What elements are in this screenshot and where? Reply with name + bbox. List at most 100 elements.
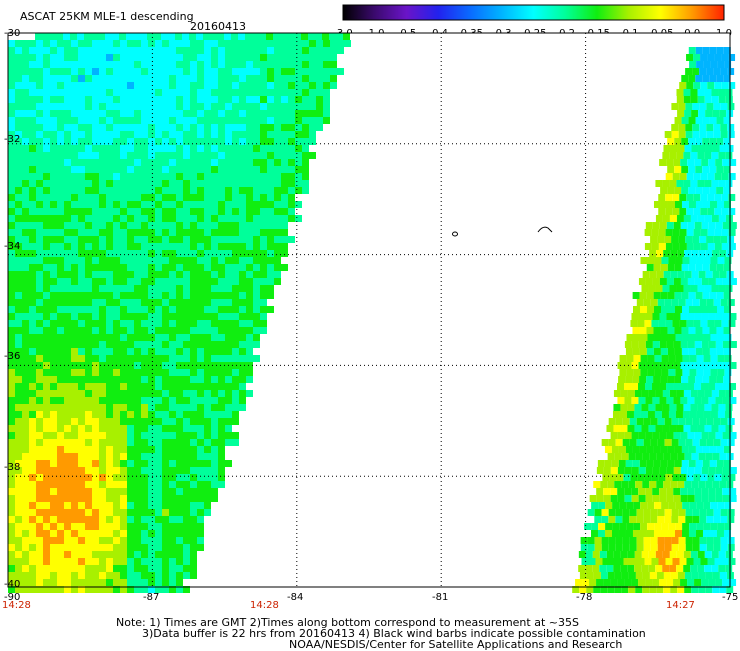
data-cell bbox=[225, 131, 232, 138]
data-cell bbox=[64, 166, 71, 173]
data-cell bbox=[99, 208, 106, 215]
data-cell bbox=[691, 586, 699, 593]
data-cell bbox=[183, 411, 190, 418]
data-cell bbox=[225, 236, 232, 243]
data-cell bbox=[654, 369, 662, 376]
data-cell bbox=[274, 131, 281, 138]
data-cell bbox=[667, 201, 675, 208]
data-cell bbox=[50, 327, 57, 334]
data-cell bbox=[36, 488, 43, 495]
data-cell bbox=[689, 61, 697, 68]
data-cell bbox=[8, 250, 15, 257]
data-cell bbox=[204, 488, 211, 495]
data-cell bbox=[36, 306, 43, 313]
data-cell bbox=[43, 341, 50, 348]
data-cell bbox=[190, 544, 197, 551]
data-cell bbox=[148, 96, 155, 103]
data-cell bbox=[724, 411, 732, 418]
data-cell bbox=[232, 369, 239, 376]
data-cell bbox=[709, 201, 717, 208]
data-cell bbox=[57, 383, 64, 390]
data-cell bbox=[683, 551, 691, 558]
data-cell bbox=[134, 264, 141, 271]
data-cell bbox=[218, 124, 225, 131]
data-cell bbox=[155, 453, 162, 460]
data-cell bbox=[715, 467, 723, 474]
data-cell bbox=[71, 54, 78, 61]
data-cell bbox=[134, 54, 141, 61]
data-cell bbox=[190, 257, 197, 264]
data-cell bbox=[8, 565, 15, 572]
data-cell bbox=[288, 103, 295, 110]
data-cell bbox=[92, 348, 99, 355]
data-cell bbox=[690, 425, 698, 432]
data-cell bbox=[281, 173, 288, 180]
data-cell bbox=[78, 558, 85, 565]
data-cell bbox=[85, 96, 92, 103]
data-cell bbox=[148, 313, 155, 320]
data-cell bbox=[701, 397, 709, 404]
data-cell bbox=[148, 299, 155, 306]
data-cell bbox=[22, 488, 29, 495]
data-cell bbox=[71, 313, 78, 320]
data-cell bbox=[148, 572, 155, 579]
data-cell bbox=[127, 61, 134, 68]
data-cell bbox=[680, 495, 688, 502]
data-cell bbox=[29, 306, 36, 313]
data-cell bbox=[190, 68, 197, 75]
data-cell bbox=[127, 383, 134, 390]
data-cell bbox=[43, 96, 50, 103]
data-cell bbox=[15, 502, 22, 509]
data-cell bbox=[210, 33, 217, 40]
data-cell bbox=[659, 467, 667, 474]
data-cell bbox=[281, 47, 288, 54]
data-cell bbox=[662, 215, 670, 222]
data-cell bbox=[183, 257, 190, 264]
data-cell bbox=[218, 131, 225, 138]
data-cell bbox=[694, 488, 702, 495]
data-cell bbox=[678, 131, 686, 138]
data-cell bbox=[684, 145, 692, 152]
data-cell bbox=[43, 544, 50, 551]
data-cell bbox=[638, 278, 646, 285]
data-cell bbox=[274, 278, 281, 285]
data-cell bbox=[246, 348, 253, 355]
data-cell bbox=[671, 516, 679, 523]
data-cell bbox=[106, 355, 113, 362]
data-cell bbox=[708, 278, 716, 285]
data-cell bbox=[29, 586, 36, 593]
data-cell bbox=[260, 180, 267, 187]
data-cell bbox=[190, 89, 197, 96]
data-cell bbox=[120, 68, 127, 75]
data-cell bbox=[78, 152, 85, 159]
data-cell bbox=[683, 96, 691, 103]
data-cell bbox=[120, 565, 127, 572]
data-cell bbox=[239, 348, 246, 355]
data-cell bbox=[662, 152, 670, 159]
data-cell bbox=[183, 341, 190, 348]
data-cell bbox=[176, 404, 183, 411]
data-cell bbox=[71, 82, 78, 89]
data-cell bbox=[64, 306, 71, 313]
data-cell bbox=[684, 110, 692, 117]
data-cell bbox=[699, 418, 707, 425]
data-cell bbox=[71, 362, 78, 369]
data-cell bbox=[57, 271, 64, 278]
data-cell bbox=[626, 502, 634, 509]
data-cell bbox=[584, 523, 592, 530]
data-cell bbox=[127, 159, 134, 166]
data-cell bbox=[676, 390, 684, 397]
data-cell bbox=[701, 467, 709, 474]
data-cell bbox=[702, 201, 710, 208]
data-cell bbox=[204, 96, 211, 103]
data-cell bbox=[169, 446, 176, 453]
data-cell bbox=[85, 173, 92, 180]
data-cell bbox=[281, 264, 288, 271]
data-cell bbox=[688, 348, 696, 355]
data-cell bbox=[169, 131, 176, 138]
data-cell bbox=[43, 432, 50, 439]
data-cell bbox=[253, 110, 260, 117]
data-cell bbox=[120, 103, 127, 110]
data-cell bbox=[295, 61, 302, 68]
data-cell bbox=[148, 355, 155, 362]
